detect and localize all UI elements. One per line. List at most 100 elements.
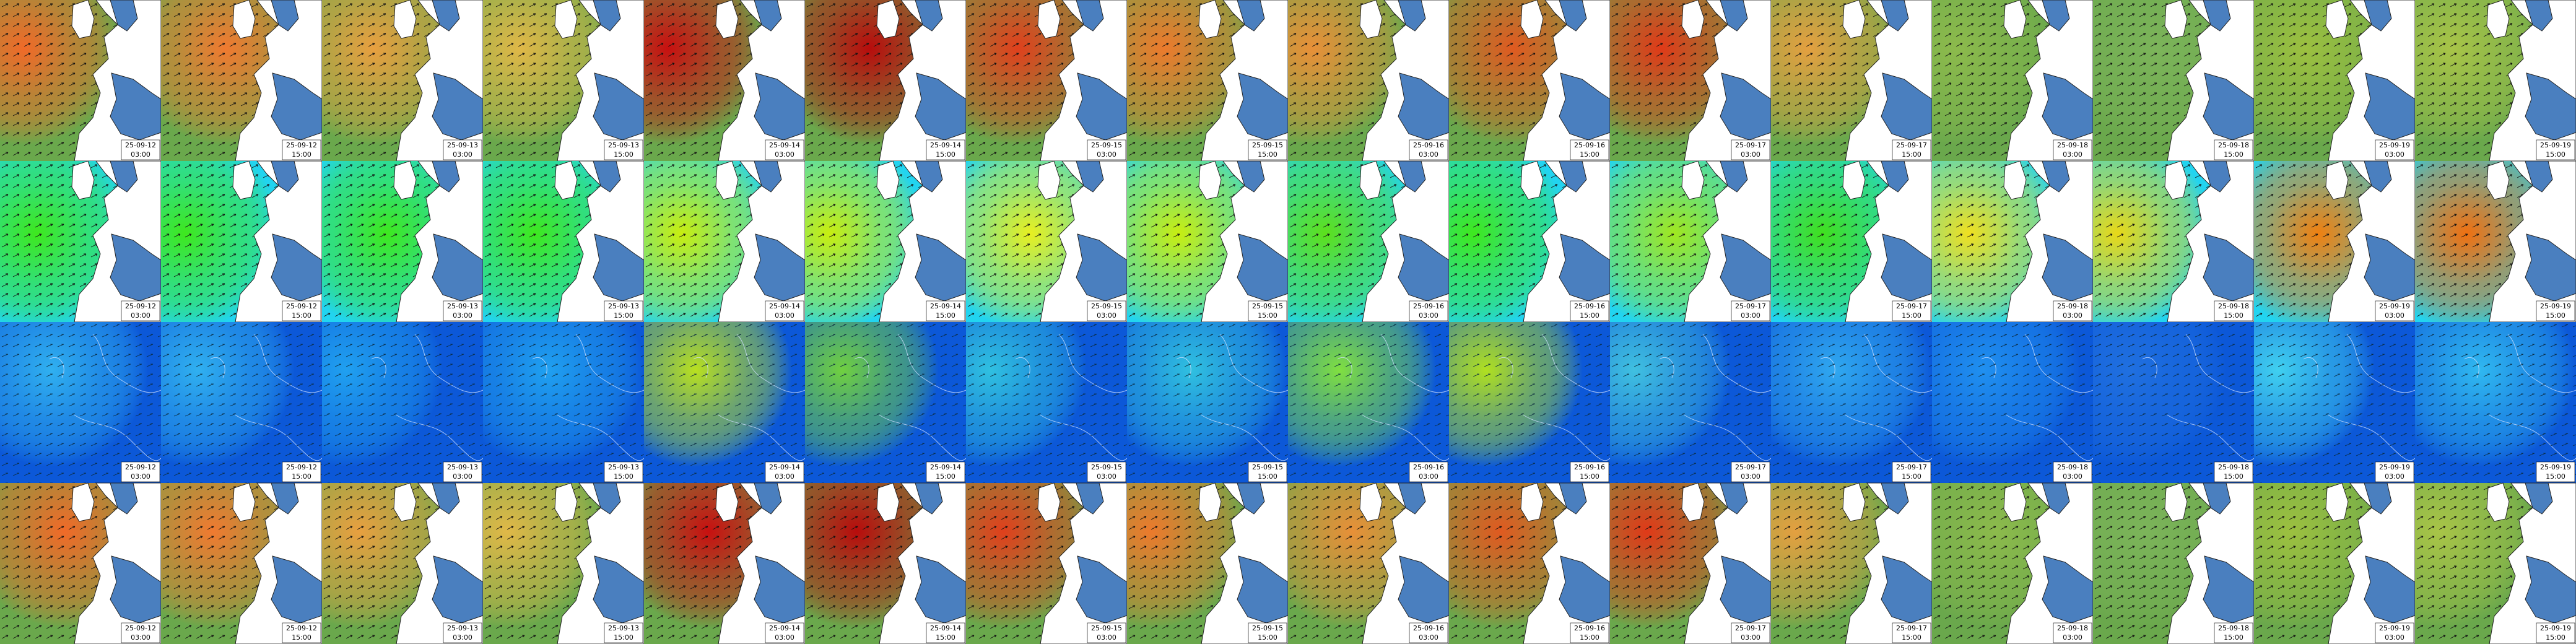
label-box [765,139,804,160]
island [1037,0,1061,39]
time-label: 15:00 [1580,150,1599,159]
island [554,160,578,200]
label-box [1731,139,1770,160]
label-box [604,300,643,321]
sea [1237,555,1289,624]
sea [593,233,645,302]
north-sea [271,0,299,32]
label-box [1087,300,1126,321]
wind-arrows [2415,322,2576,483]
sea [2525,555,2576,624]
island [2486,160,2510,200]
label-box [121,461,160,482]
time-label: 15:00 [2546,311,2565,320]
north-sea [593,160,621,193]
date-label: 25-09-14 [769,302,800,310]
north-sea [1720,160,1748,193]
label-box [282,139,321,160]
time-label: 15:00 [1258,311,1277,320]
island [2325,482,2349,522]
time-label: 03:00 [131,150,150,159]
date-label: 25-09-18 [2057,302,2088,310]
time-label: 15:00 [1902,311,1921,320]
sea [1398,555,1450,624]
time-label: 03:00 [1419,472,1438,481]
time-label: 03:00 [453,311,472,320]
date-label: 25-09-18 [2057,141,2088,149]
time-label: 15:00 [1902,472,1921,481]
north-sea [1559,160,1587,193]
label-box [1409,461,1448,482]
island [2164,0,2188,39]
date-label: 25-09-15 [1091,302,1122,310]
date-label: 25-09-14 [769,463,800,471]
date-label: 25-09-12 [125,463,156,471]
label-box [1248,461,1287,482]
north-sea [2525,160,2553,193]
date-label: 25-09-12 [125,302,156,310]
island [1842,0,1866,39]
label-box [121,300,160,321]
label-box [1409,622,1448,643]
time-label: 15:00 [1580,311,1599,320]
wind-arrows [1610,322,1771,483]
island [715,160,739,200]
sea [2203,233,2255,302]
north-sea [1881,0,1909,32]
sea [2042,233,2094,302]
sea [110,72,162,141]
sea [1720,555,1772,624]
label-box [1087,622,1126,643]
sea [432,72,484,141]
time-label: 03:00 [2063,311,2082,320]
north-sea [593,0,621,32]
date-label: 25-09-19 [2379,302,2410,310]
time-label: 03:00 [2063,472,2082,481]
time-label: 03:00 [1741,633,1760,642]
north-sea [1398,0,1426,32]
island [715,0,739,39]
sea [1720,72,1772,141]
time-label: 15:00 [614,472,633,481]
sea [2042,555,2094,624]
wind-arrows [2093,322,2254,483]
north-sea [1398,482,1426,515]
north-sea [1398,160,1426,193]
label-box [1248,139,1287,160]
sea [271,555,323,624]
date-label: 25-09-19 [2540,624,2571,632]
sea [2042,72,2094,141]
island [2325,0,2349,39]
north-sea [1076,160,1104,193]
date-label: 25-09-17 [1735,302,1766,310]
time-label: 15:00 [1580,633,1599,642]
sea [432,555,484,624]
island [2164,160,2188,200]
island [1198,482,1222,522]
island [1359,0,1383,39]
time-label: 15:00 [2224,150,2243,159]
wind-arrows [161,322,322,483]
sea [915,233,967,302]
north-sea [1720,482,1748,515]
label-box [443,300,482,321]
island [2003,482,2027,522]
label-box [2375,461,2414,482]
label-box [1409,139,1448,160]
